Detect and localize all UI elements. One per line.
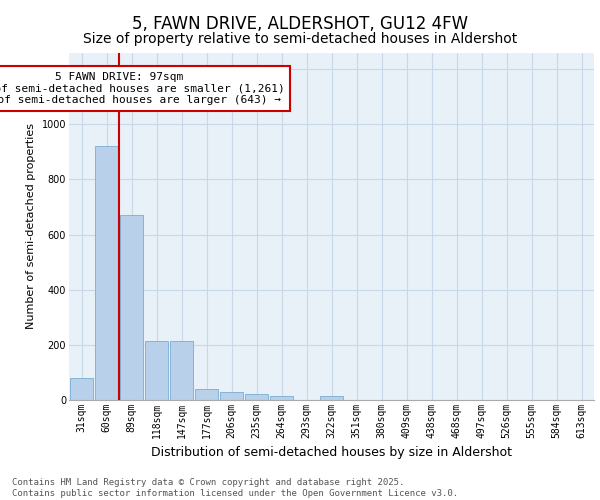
Bar [119,215,143,400]
Text: Contains HM Land Registry data © Crown copyright and database right 2025.
Contai: Contains HM Land Registry data © Crown c… [12,478,458,498]
Text: Size of property relative to semi-detached houses in Aldershot: Size of property relative to semi-detach… [83,32,517,46]
Bar [220,392,244,400]
Bar [145,340,169,400]
Bar [245,394,268,400]
Bar [269,396,293,400]
Bar [95,146,118,400]
Bar [320,396,343,400]
Y-axis label: Number of semi-detached properties: Number of semi-detached properties [26,123,36,329]
Text: 5, FAWN DRIVE, ALDERSHOT, GU12 4FW: 5, FAWN DRIVE, ALDERSHOT, GU12 4FW [132,15,468,33]
X-axis label: Distribution of semi-detached houses by size in Aldershot: Distribution of semi-detached houses by … [151,446,512,460]
Text: 5 FAWN DRIVE: 97sqm
← 65% of semi-detached houses are smaller (1,261)
  33% of s: 5 FAWN DRIVE: 97sqm ← 65% of semi-detach… [0,72,284,105]
Bar [70,378,94,400]
Bar [194,389,218,400]
Bar [170,340,193,400]
